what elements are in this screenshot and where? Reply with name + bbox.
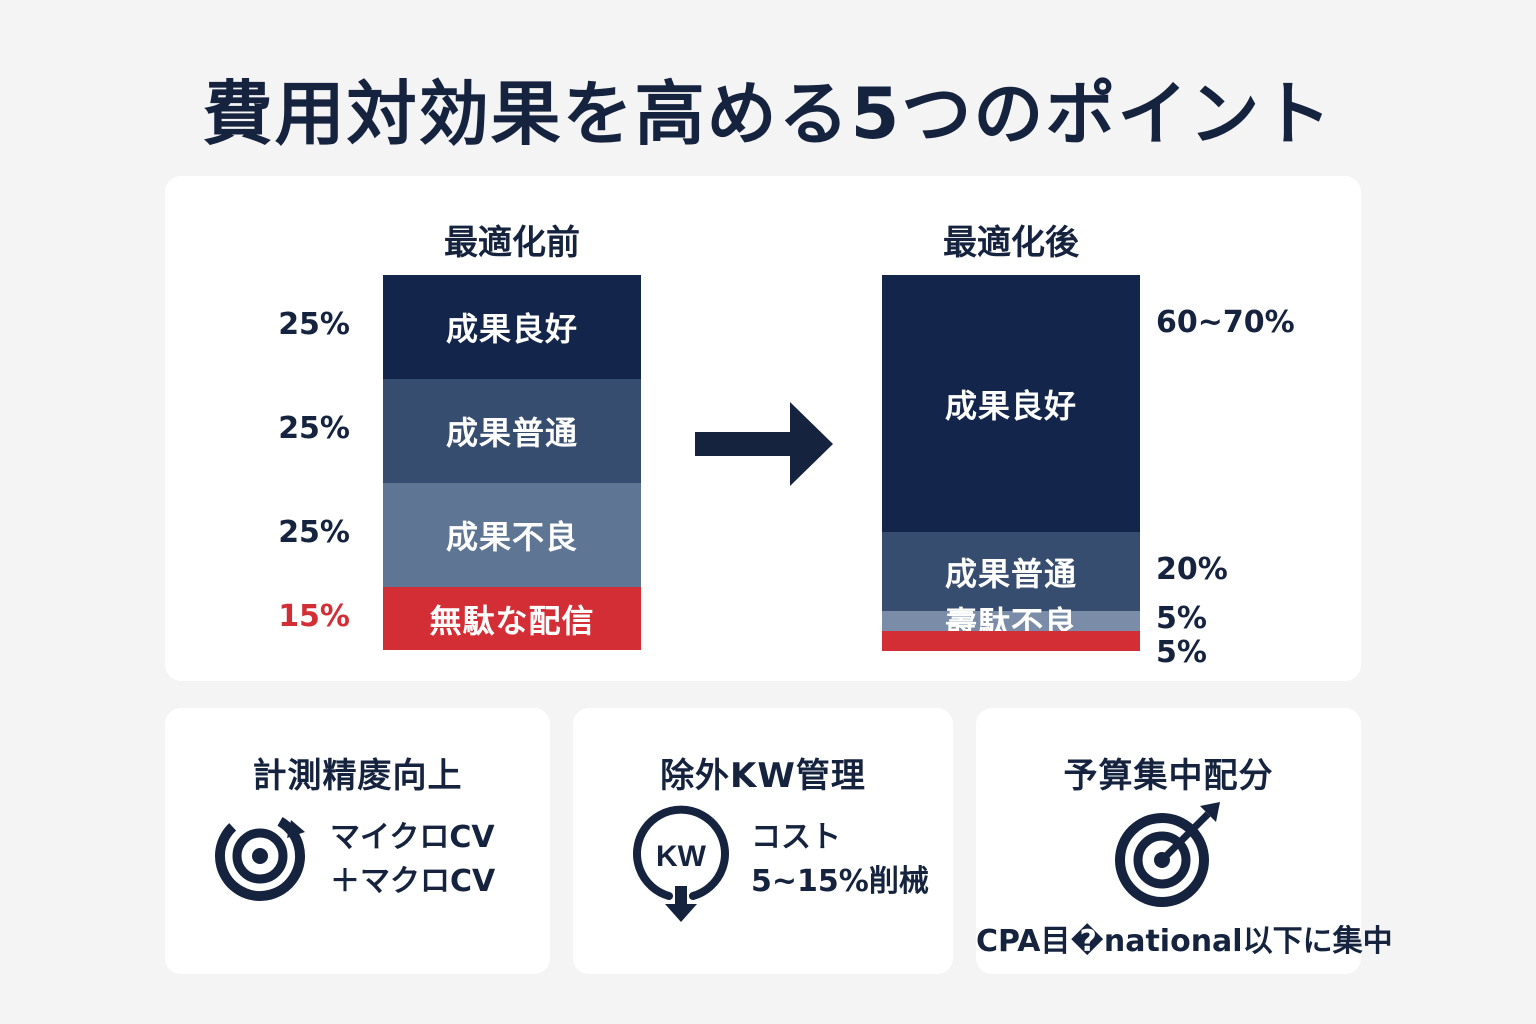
kw-down-icon: KW: [633, 805, 729, 922]
target-refresh-icon: [215, 811, 305, 901]
page-title: 費用対効果を高める5つのポイント: [202, 73, 1334, 155]
card-line: コスト: [751, 820, 841, 855]
card-title: 予算集中配分: [1063, 756, 1274, 796]
chart-heading-after: 最適化後: [943, 223, 1079, 263]
bar-segment: 成果不良: [383, 483, 641, 587]
card-negative-keywords: 除外KW管理 KW コスト 5~15%削械: [573, 708, 953, 974]
card-title: 除外KW管理: [660, 756, 866, 796]
card-measurement: 計測精庱向上 マイクロCV ＋マクロCV: [165, 708, 550, 974]
card-text: マイクロCV ＋マクロCV: [330, 816, 495, 904]
percent-label: 25%: [278, 411, 350, 446]
bar-segment: 成果良好: [882, 275, 1140, 532]
card-line: マイクロCV: [330, 820, 495, 855]
segment-label: 成果不良: [445, 518, 578, 556]
card-line: CPA目�national以下に集中: [976, 924, 1393, 959]
segment-label: 成果普通: [944, 554, 1077, 593]
percent-label: 20%: [1156, 551, 1228, 587]
card-budget: 予算集中配分 CPA目�national以下に集中: [976, 708, 1393, 974]
bar-segment: 無駄な配信: [383, 587, 641, 650]
right-arrow-icon: [695, 402, 833, 486]
comparison-panel: [165, 176, 1361, 681]
percent-label: 5%: [1156, 635, 1207, 670]
card-line: 5~15%削械: [751, 864, 929, 899]
bar-segment: 成果普通: [383, 379, 641, 483]
percent-label: 25%: [278, 307, 350, 342]
segment-label: 成果普通: [445, 414, 578, 452]
kw-icon-text: KW: [656, 840, 707, 873]
bar-segment: [882, 631, 1140, 651]
card-title: 計測精庱向上: [252, 756, 463, 796]
bar-segment: 成果普通: [882, 532, 1140, 611]
target-arrow-icon: [1115, 802, 1220, 907]
stacked-bar-after: 成果良好成果普通燾駄不良: [882, 275, 1140, 651]
bar-segment: 成果良好: [383, 275, 641, 379]
card-text: CPA目�national以下に集中: [976, 920, 1393, 964]
bar-segment: 燾駄不良: [882, 604, 1140, 642]
percent-label: 25%: [278, 515, 350, 550]
card-text: コスト 5~15%削械: [751, 816, 929, 904]
segment-label: 成果良好: [445, 310, 578, 348]
chart-heading-before: 最適化前: [444, 223, 580, 263]
stacked-bar-before: 成果良好成果普通成果不良無駄な配信: [383, 275, 641, 650]
percent-label: 60~70%: [1156, 305, 1295, 340]
card-line: ＋マクロCV: [330, 864, 496, 899]
segment-label: 無駄な配信: [429, 601, 595, 640]
percent-label: 5%: [1156, 601, 1207, 636]
segment-label: 成果良好: [944, 386, 1077, 425]
percent-label: 15%: [278, 598, 350, 634]
